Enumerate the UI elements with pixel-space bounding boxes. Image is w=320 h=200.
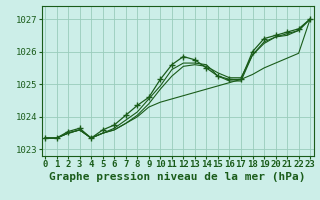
X-axis label: Graphe pression niveau de la mer (hPa): Graphe pression niveau de la mer (hPa) (49, 172, 306, 182)
